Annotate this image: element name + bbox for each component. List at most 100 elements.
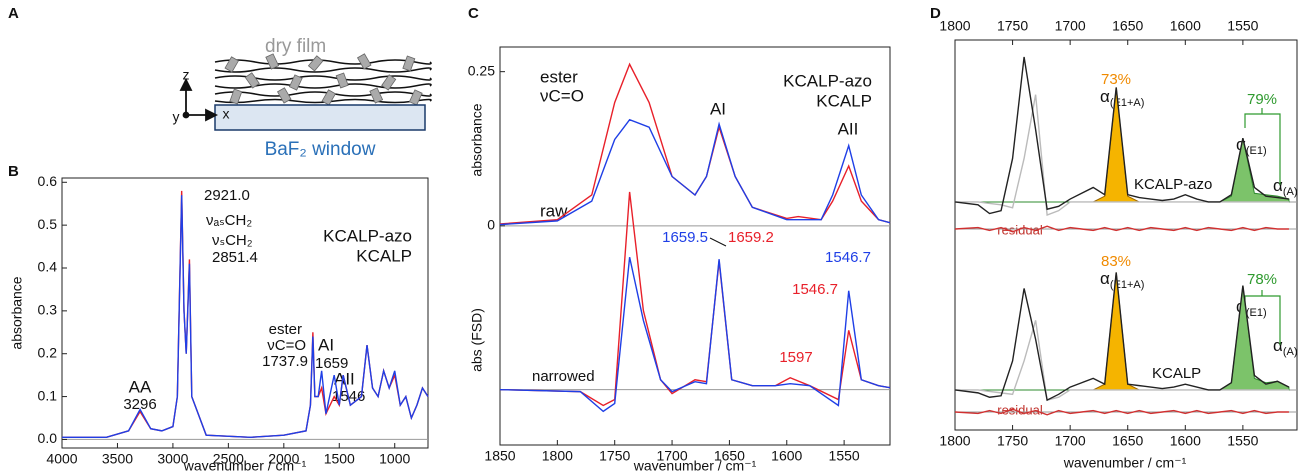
peak-symbol: α xyxy=(1273,336,1283,355)
x-tick-label: 1750 xyxy=(599,448,630,464)
annotation: 1597 xyxy=(779,349,812,366)
annotation: AI xyxy=(318,335,334,354)
annotation: 1659.5 xyxy=(662,229,708,246)
peak-symbol: α xyxy=(1100,87,1110,106)
window-label: BaF₂ window xyxy=(265,139,376,160)
x-tick-label: 1750 xyxy=(997,18,1028,34)
x-tick-label: 3500 xyxy=(102,451,133,467)
peak-symbol: α xyxy=(1273,176,1283,195)
x-tick-label: 1800 xyxy=(542,448,573,464)
y-axis-label: absorbance xyxy=(469,103,485,176)
x-tick-label: 1850 xyxy=(484,448,515,464)
peak-label: α(A) xyxy=(1273,336,1298,357)
line xyxy=(62,195,429,438)
annotation: AI xyxy=(710,99,726,118)
line xyxy=(954,272,1290,402)
x-tick-label: 1700 xyxy=(656,448,687,464)
axis-x: x xyxy=(223,106,230,122)
y-tick-label: 0.25 xyxy=(468,62,495,78)
panel-label: A xyxy=(8,5,19,22)
panel-label: D xyxy=(930,5,941,22)
annotation: raw xyxy=(540,201,568,220)
x-tick-label: 1650 xyxy=(1112,433,1143,449)
x-tick-label: 1600 xyxy=(1170,433,1201,449)
x-tick-label: 3000 xyxy=(157,451,188,467)
legend-entry: KCALP xyxy=(816,91,872,110)
frame xyxy=(499,46,891,446)
annotation: νₐₛCH₂ xyxy=(206,212,252,229)
line xyxy=(955,320,1289,401)
line xyxy=(499,257,891,413)
panel-label: C xyxy=(468,5,479,22)
peak-subscript: (E1) xyxy=(1246,307,1267,319)
annotation: AA xyxy=(129,377,152,396)
annotation: 1659.2 xyxy=(728,229,774,246)
x-axis-label: wavenumber / cm⁻¹ xyxy=(633,458,757,474)
annotation: νC=O xyxy=(540,86,584,105)
x-tick-label: 1800 xyxy=(939,18,970,34)
x-tick-label: 2000 xyxy=(268,451,299,467)
pointer xyxy=(709,237,727,247)
legend-entry: KCALP-azo xyxy=(323,226,412,245)
line xyxy=(954,225,1289,233)
y-tick-label: 0.2 xyxy=(38,344,58,360)
line xyxy=(499,118,891,226)
bracket xyxy=(1244,108,1281,185)
x-tick-label: 1750 xyxy=(997,433,1028,449)
x-tick-label: 4000 xyxy=(46,451,77,467)
axis-z: z xyxy=(183,67,190,83)
y-axis-label: abs (FSD) xyxy=(469,308,485,372)
annotation: KCALP-azo xyxy=(1134,176,1212,193)
annotation: νC=O xyxy=(267,337,306,354)
x-tick-label: 1650 xyxy=(1112,18,1143,34)
x-tick-label: 1800 xyxy=(939,433,970,449)
peak-subscript: (A) xyxy=(1283,346,1298,358)
annotation: ester xyxy=(269,321,302,338)
annotation: 2921.0 xyxy=(204,187,250,204)
peak-label: α(E1+A) xyxy=(1100,87,1144,108)
peak-subscript: (E1) xyxy=(1246,145,1267,157)
line xyxy=(954,56,1290,215)
annotation: 2851.4 xyxy=(212,249,258,266)
x-tick-label: 1550 xyxy=(1227,18,1258,34)
annotation: ester xyxy=(540,67,578,86)
annotation: 3296 xyxy=(123,396,156,413)
y-tick-label: 0.3 xyxy=(38,302,58,318)
x-tick-label: 1000 xyxy=(379,451,410,467)
annotation: 1546.7 xyxy=(792,281,838,298)
x-tick-label: 2500 xyxy=(213,451,244,467)
annotation: 73% xyxy=(1101,71,1131,88)
line xyxy=(954,408,1289,416)
peak-label: α(E1+A) xyxy=(1100,269,1144,290)
legend-entry: KCALP-azo xyxy=(783,71,872,90)
x-tick-label: 1600 xyxy=(1170,18,1201,34)
coordinate-axes xyxy=(179,77,219,122)
y-tick-label: 0.6 xyxy=(38,173,58,189)
y-tick-label: 0 xyxy=(487,217,495,233)
annotation: residual xyxy=(997,402,1043,417)
line xyxy=(955,94,1289,216)
annotation: 1659 xyxy=(315,355,348,372)
annotation: 83% xyxy=(1101,253,1131,270)
axis-y: y xyxy=(173,109,180,125)
x-tick-label: 1650 xyxy=(714,448,745,464)
y-tick-label: 0.0 xyxy=(38,430,58,446)
annotation: νₛCH₂ xyxy=(212,232,253,249)
x-tick-label: 1700 xyxy=(1055,433,1086,449)
annotation: 1546.7 xyxy=(825,249,871,266)
annotation: residual xyxy=(997,222,1043,237)
x-tick-label: 1500 xyxy=(324,451,355,467)
frame xyxy=(61,177,429,449)
x-tick-label: 1600 xyxy=(771,448,802,464)
annotation: AII xyxy=(838,119,859,138)
peak-label: α(A) xyxy=(1273,176,1298,197)
annotation: 79% xyxy=(1247,91,1277,108)
film-layers xyxy=(214,59,432,104)
film-molecules xyxy=(224,53,423,106)
annotation: KCALP xyxy=(1152,365,1201,382)
legend-entry: KCALP xyxy=(356,246,412,265)
y-tick-label: 0.4 xyxy=(38,259,58,275)
y-axis-label: absorbance xyxy=(9,276,25,349)
panel-label: B xyxy=(8,163,19,180)
